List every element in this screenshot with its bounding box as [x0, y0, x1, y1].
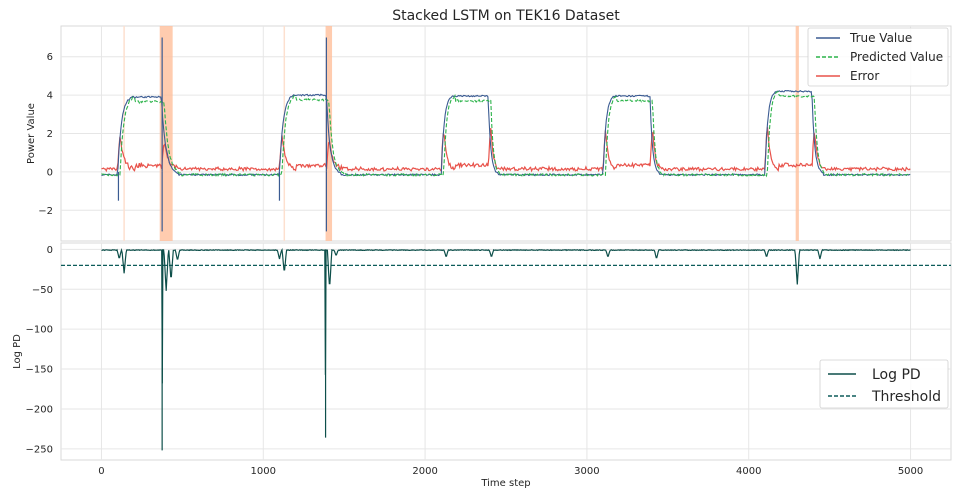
- bottom-y-tick-label: −100: [26, 325, 53, 336]
- series-error-line: [101, 127, 911, 173]
- top-legend: True Value Predicted Value Error: [807, 27, 949, 87]
- x-axis-label: Time step: [480, 478, 530, 489]
- bottom-y-tick-label: −50: [32, 285, 53, 296]
- top-y-tick-label: 4: [47, 91, 53, 102]
- legend-label-log-pd: Log PD: [872, 367, 921, 383]
- chart-title: Stacked LSTM on TEK16 Dataset: [392, 8, 620, 24]
- bottom-legend: Log PD Threshold: [819, 359, 949, 409]
- top-y-tick-label: 6: [47, 52, 53, 63]
- bottom-plot-area: [60, 242, 952, 461]
- legend-label-true-value: True Value: [849, 31, 912, 45]
- top-y-tick-label: 0: [47, 167, 53, 178]
- legend-label-threshold: Threshold: [871, 389, 941, 405]
- x-tick-label: 0: [98, 466, 104, 477]
- legend-label-error: Error: [850, 69, 879, 83]
- bottom-y-axis-label: Log PD: [12, 334, 23, 369]
- series-log-pd-line: [101, 247, 911, 384]
- x-tick-label: 3000: [574, 466, 599, 477]
- anomaly-highlight-region: [795, 26, 799, 241]
- x-tick-label: 4000: [736, 466, 761, 477]
- x-tick-label: 1000: [251, 466, 276, 477]
- bottom-y-tick-label: −150: [26, 365, 53, 376]
- bottom-y-tick-label: −250: [26, 444, 53, 455]
- bottom-y-tick-label: −200: [26, 404, 53, 415]
- top-y-tick-label: −2: [38, 206, 53, 217]
- top-legend-box: [807, 27, 949, 87]
- top-y-axis-label: Power Value: [26, 103, 37, 164]
- top-y-tick-label: 2: [47, 129, 53, 140]
- series-predicted-value-line: [101, 91, 911, 178]
- x-tick-label: 2000: [412, 466, 437, 477]
- bottom-y-tick-label: 0: [47, 245, 53, 256]
- legend-label-predicted-value: Predicted Value: [850, 50, 943, 64]
- x-tick-label: 5000: [898, 466, 923, 477]
